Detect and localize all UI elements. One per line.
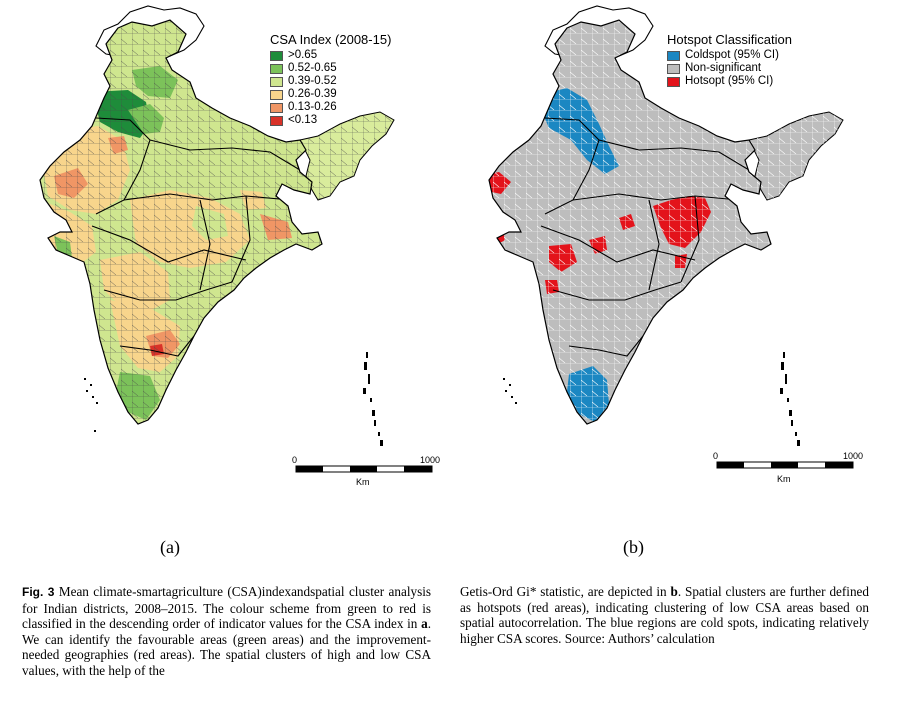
hotspot-map xyxy=(488,5,854,469)
legend-label: 0.13-0.26 xyxy=(288,101,337,113)
legend-item: Non-significant xyxy=(667,62,792,75)
legend-item: <0.13 xyxy=(270,114,391,127)
legend-swatch xyxy=(270,102,283,113)
lakshadweep-islands xyxy=(84,378,98,432)
legend-swatch xyxy=(667,63,680,74)
legend-swatch xyxy=(270,76,283,87)
scale-start-label: 0 xyxy=(713,451,719,461)
legend-swatch xyxy=(270,115,283,126)
panel-b-hotspot-map: Hotspot Classification Coldspot (95% CI)… xyxy=(449,0,899,557)
panel-label-b: (b) xyxy=(623,537,644,557)
legend-swatch xyxy=(270,89,283,100)
legend-label: 0.52-0.65 xyxy=(288,62,337,74)
legend-label: Hotsopt (95% CI) xyxy=(685,75,774,87)
figure-number: Fig. 3 xyxy=(22,585,55,599)
legend-items: >0.65 0.52-0.65 0.39-0.52 0.26-0.39 0.13-0.2… xyxy=(270,49,391,127)
legend-label: <0.13 xyxy=(288,114,318,126)
legend-item: 0.39-0.52 xyxy=(270,75,391,88)
lakshadweep-islands xyxy=(503,378,517,404)
caption-text: Getis-Ord Gi* statistic, are depicted in xyxy=(460,584,671,599)
panel-label-a: (a) xyxy=(160,537,180,557)
andaman-nicobar-islands xyxy=(363,352,383,446)
legend-swatch xyxy=(667,76,680,87)
legend-swatch xyxy=(270,63,283,74)
scale-start-label: 0 xyxy=(292,455,298,465)
legend-item: Coldspot (95% CI) xyxy=(667,49,792,62)
legend-label: >0.65 xyxy=(288,49,318,61)
legend-title: CSA Index (2008-15) xyxy=(270,32,392,47)
legend-label: 0.26-0.39 xyxy=(288,88,337,100)
legend-swatch xyxy=(270,50,283,61)
figure-caption-left: Fig. 3 Mean climate-smartagriculture (CS… xyxy=(22,584,431,678)
legend-label: 0.39-0.52 xyxy=(288,75,337,87)
northeast-district-lines xyxy=(749,112,843,200)
scale-bar xyxy=(716,461,854,469)
legend-items: Coldspot (95% CI) Non-significant Hotsopt … xyxy=(667,49,792,88)
legend-label: Coldspot (95% CI) xyxy=(685,49,779,61)
scale-bar xyxy=(295,465,433,473)
csa-legend: CSA Index (2008-15) >0.65 0.52-0.65 0.39-0… xyxy=(270,32,391,127)
legend-item: 0.26-0.39 xyxy=(270,88,391,101)
scale-end-label: 1000 xyxy=(420,455,441,465)
panel-a-csa-index-map: CSA Index (2008-15) >0.65 0.52-0.65 0.39-0… xyxy=(0,0,450,557)
caption-text-cont: . Spatial clusters are further defined a… xyxy=(460,584,869,646)
legend-item: 0.52-0.65 xyxy=(270,62,391,75)
northeast-district-lines xyxy=(300,112,394,200)
caption-ref-a: a xyxy=(421,616,428,631)
figure-caption-right: Getis-Ord Gi* statistic, are depicted in… xyxy=(460,584,869,646)
hotspot-legend: Hotspot Classification Coldspot (95% CI)… xyxy=(667,32,792,88)
caption-text: Mean climate-smartagriculture (CSA)index… xyxy=(22,584,431,631)
caption-text-cont: . We can identify the favourable areas (… xyxy=(22,616,431,678)
csa-index-map xyxy=(39,5,433,473)
scale-unit-label: Km xyxy=(777,474,791,484)
legend-item: 0.13-0.26 xyxy=(270,101,391,114)
legend-swatch xyxy=(667,50,680,61)
legend-label: Non-significant xyxy=(685,62,762,74)
andaman-nicobar-islands xyxy=(780,352,800,446)
caption-ref-b: b xyxy=(670,584,678,599)
legend-title: Hotspot Classification xyxy=(667,32,792,47)
legend-item: >0.65 xyxy=(270,49,391,62)
scale-unit-label: Km xyxy=(356,477,370,487)
scale-end-label: 1000 xyxy=(843,451,864,461)
legend-item: Hotsopt (95% CI) xyxy=(667,75,792,88)
